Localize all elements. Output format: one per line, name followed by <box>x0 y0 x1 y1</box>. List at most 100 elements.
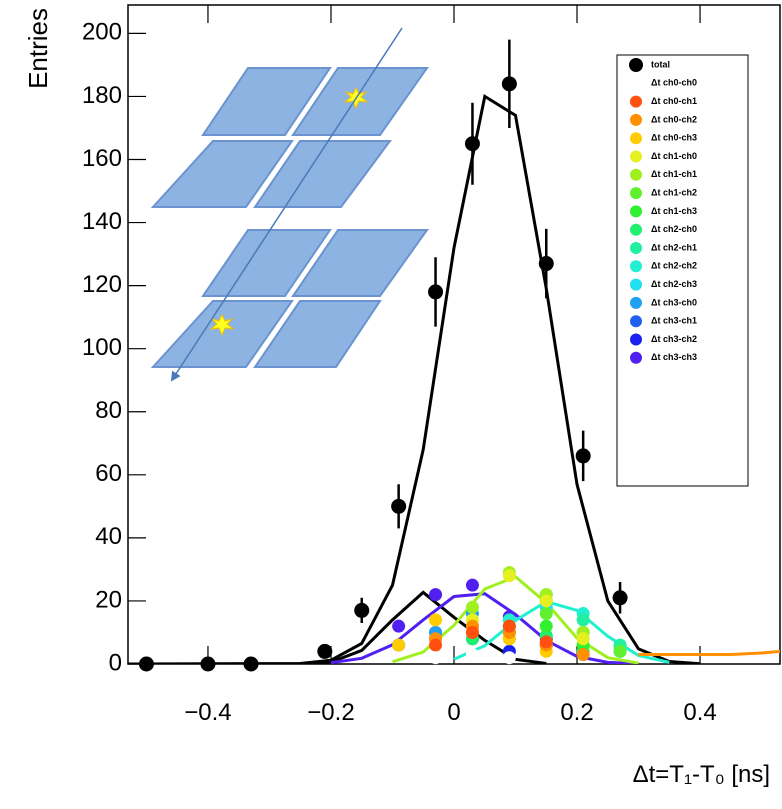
fit-curve <box>638 649 780 656</box>
y-tick-label: 200 <box>82 19 122 46</box>
fit-curve <box>128 93 701 664</box>
data-point <box>392 638 406 652</box>
pad <box>201 67 332 136</box>
legend-marker <box>630 260 642 273</box>
y-tick-label: 0 <box>109 649 122 676</box>
data-point <box>576 632 590 646</box>
legend-label: Δt ch1-ch2 <box>651 187 697 197</box>
legend-label: Δt ch2-ch1 <box>651 242 697 252</box>
legend-marker <box>630 351 642 364</box>
pad <box>253 140 392 208</box>
legend-marker <box>630 333 642 346</box>
detector-sketch <box>150 27 429 382</box>
legend-label: total <box>651 59 670 69</box>
x-tick-label: −0.2 <box>307 699 354 726</box>
legend-label: Δt ch3-ch3 <box>651 352 697 362</box>
legend-marker <box>630 296 642 309</box>
pad <box>150 140 294 208</box>
data-point <box>429 588 443 602</box>
data-point <box>429 651 443 665</box>
data-point <box>354 602 370 618</box>
legend-marker <box>629 58 643 72</box>
data-point <box>428 284 444 300</box>
pad <box>201 229 332 297</box>
legend-marker <box>630 223 642 236</box>
legend-label: Δt ch3-ch0 <box>651 297 697 307</box>
legend-marker <box>630 187 642 200</box>
x-tick-label: −0.4 <box>184 699 231 726</box>
legend-marker <box>630 150 642 163</box>
legend-marker <box>630 113 642 126</box>
legend-marker <box>630 278 642 291</box>
data-point <box>429 613 443 627</box>
data-point <box>575 448 591 464</box>
legend-marker <box>630 205 642 218</box>
data-point <box>465 625 479 639</box>
legend-label: Δt ch1-ch0 <box>651 151 697 161</box>
data-point <box>464 136 480 152</box>
legend: total Δt ch0-ch0 Δt ch0-ch1 Δt ch0-ch2 Δt ch… <box>616 54 749 487</box>
y-tick-label: 20 <box>95 586 122 613</box>
pad <box>253 300 382 368</box>
data-point <box>243 656 259 672</box>
data-point <box>138 656 154 672</box>
axes: 0 20 40 60 80 100 120 140 160 180 200 −0.4 −0.2 0 0.2 0… <box>82 5 717 726</box>
y-tick-label: 120 <box>82 271 122 298</box>
data-points <box>138 39 628 672</box>
y-tick-label: 60 <box>95 460 122 487</box>
data-point <box>465 648 479 662</box>
data-point <box>539 619 553 633</box>
legend-label: Δt ch2-ch3 <box>651 279 697 289</box>
legend-label: Δt ch2-ch2 <box>651 261 697 271</box>
data-point <box>392 619 406 633</box>
data-point <box>501 76 517 92</box>
data-point <box>391 498 407 514</box>
legend-marker <box>630 242 642 254</box>
data-point <box>502 569 516 583</box>
legend-label: Δt ch0-ch2 <box>651 114 697 124</box>
x-axis-label: Δt=T₁-T₀ [ns] <box>633 761 770 788</box>
legend-label: Δt ch1-ch1 <box>651 169 697 179</box>
y-tick-label: 180 <box>82 82 122 109</box>
legend-label: Δt ch2-ch0 <box>651 224 697 234</box>
y-tick-label: 160 <box>82 145 122 172</box>
pad <box>291 229 429 297</box>
fit-curve <box>453 599 670 664</box>
legend-label: Δt ch0-ch3 <box>651 133 697 143</box>
data-point <box>613 644 627 658</box>
y-tick-label: 140 <box>82 208 122 235</box>
y-tick-label: 100 <box>82 334 122 361</box>
legend-marker <box>630 315 642 328</box>
legend-label: Δt ch3-ch2 <box>651 334 697 344</box>
data-point <box>576 648 590 662</box>
y-axis-label: Entries <box>23 8 53 89</box>
data-point <box>539 594 553 608</box>
data-point <box>538 256 554 272</box>
legend-marker <box>630 95 642 108</box>
legend-label: Δt ch1-ch3 <box>651 206 697 216</box>
data-point <box>200 656 216 672</box>
legend-marker <box>630 132 642 145</box>
x-tick-label: 0.4 <box>683 699 716 726</box>
legend-label: Δt ch3-ch1 <box>651 316 697 326</box>
data-point <box>502 651 516 665</box>
track-arrow <box>170 27 403 382</box>
data-point <box>465 600 479 614</box>
y-tick-label: 40 <box>95 523 122 550</box>
legend-label: Δt ch0-ch0 <box>651 78 697 88</box>
data-point <box>317 643 333 659</box>
legend-marker <box>630 168 642 181</box>
data-point <box>576 613 590 627</box>
y-tick-label: 80 <box>95 397 122 424</box>
data-point <box>539 607 553 621</box>
x-tick-label: 0 <box>447 699 460 726</box>
x-tick-label: 0.2 <box>560 699 593 726</box>
legend-label: Δt ch0-ch1 <box>651 96 697 106</box>
data-point <box>612 590 628 606</box>
data-point <box>502 619 516 633</box>
data-point <box>465 578 479 592</box>
data-point <box>429 638 443 652</box>
data-point <box>539 635 553 649</box>
legend-marker <box>630 77 642 90</box>
